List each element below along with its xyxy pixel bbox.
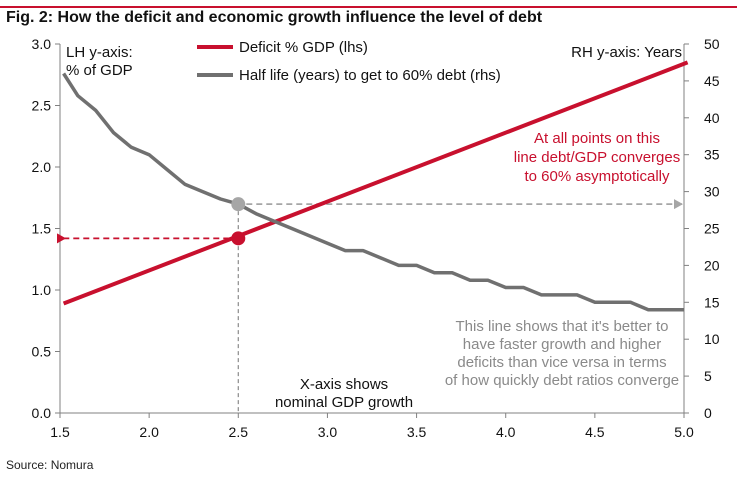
grey-annotation-line1: This line shows that it's better to [456, 318, 669, 335]
x-tick-label: 4.5 [585, 424, 605, 440]
left-y-tick-label: 2.0 [32, 159, 52, 175]
reference-markers [231, 197, 246, 246]
x-axis-note-line1: X-axis shows [300, 376, 388, 393]
right-axis-label: RH y-axis: Years [571, 44, 682, 61]
figure-title: Fig. 2: How the deficit and economic gro… [6, 9, 543, 26]
right-y-tick-label: 0 [704, 405, 712, 421]
left-y-ticks: 0.0 0.5 1.0 1.5 2.0 2.5 3.0 [32, 36, 60, 421]
right-y-tick-label: 40 [704, 110, 720, 126]
right-y-tick-label: 50 [704, 36, 720, 52]
x-tick-label: 3.5 [407, 424, 427, 440]
grey-annotation-line2: have faster growth and higher [463, 336, 661, 353]
red-annotation-line3: to 60% asymptotically [524, 168, 670, 185]
legend-label-half-life: Half life (years) to get to 60% debt (rh… [239, 67, 501, 84]
source-note: Source: Nomura [6, 458, 94, 472]
half-life-reference-point [231, 197, 246, 212]
axis-labels: LH y-axis: % of GDP RH y-axis: Years X-a… [66, 44, 682, 411]
legend: Deficit % GDP (lhs) Half life (years) to… [197, 39, 501, 84]
x-tick-label: 3.0 [318, 424, 338, 440]
right-y-tick-label: 20 [704, 257, 720, 273]
left-axis-label-line2: % of GDP [66, 62, 133, 79]
title-rule [0, 6, 737, 8]
legend-label-deficit: Deficit % GDP (lhs) [239, 39, 368, 56]
deficit-series-line [62, 60, 689, 306]
left-y-tick-label: 1.0 [32, 282, 52, 298]
left-axis-label-line1: LH y-axis: [66, 44, 133, 61]
x-tick-label: 4.0 [496, 424, 516, 440]
x-tick-label: 1.5 [50, 424, 70, 440]
left-y-tick-label: 0.0 [32, 405, 52, 421]
right-y-tick-label: 15 [704, 294, 720, 310]
left-y-tick-label: 3.0 [32, 36, 52, 52]
half-life-series-line [62, 72, 684, 312]
x-tick-label: 2.0 [139, 424, 159, 440]
left-y-tick-label: 0.5 [32, 344, 52, 360]
right-y-tick-label: 5 [704, 368, 712, 384]
x-axis-note-line2: nominal GDP growth [275, 394, 413, 411]
x-ticks: 1.5 2.0 2.5 3.0 3.5 4.0 4.5 5.0 [50, 413, 694, 440]
left-y-tick-label: 1.5 [32, 221, 52, 237]
deficit-reference-point [231, 231, 246, 246]
right-y-tick-label: 10 [704, 331, 720, 347]
red-annotation-line2: line debt/GDP converges [514, 149, 681, 166]
left-y-tick-label: 2.5 [32, 98, 52, 114]
red-annotation-line1: At all points on this [534, 130, 660, 147]
right-y-tick-label: 35 [704, 147, 720, 163]
grey-annotation-line3: deficits than vice versa in terms [457, 354, 666, 371]
annotations: At all points on this line debt/GDP conv… [445, 130, 680, 389]
x-tick-label: 2.5 [229, 424, 249, 440]
right-y-tick-label: 30 [704, 184, 720, 200]
x-tick-label: 5.0 [674, 424, 694, 440]
right-y-ticks: 0 5 10 15 20 25 30 35 40 45 50 [684, 36, 720, 421]
right-y-tick-label: 25 [704, 221, 720, 237]
series-group [62, 60, 689, 312]
axes-group: 0.0 0.5 1.0 1.5 2.0 2.5 3.0 0 5 10 15 20 25 30 35 40 45… [32, 36, 720, 440]
grey-annotation-line4: of how quickly debt ratios converge [445, 372, 679, 389]
right-y-tick-label: 45 [704, 73, 720, 89]
